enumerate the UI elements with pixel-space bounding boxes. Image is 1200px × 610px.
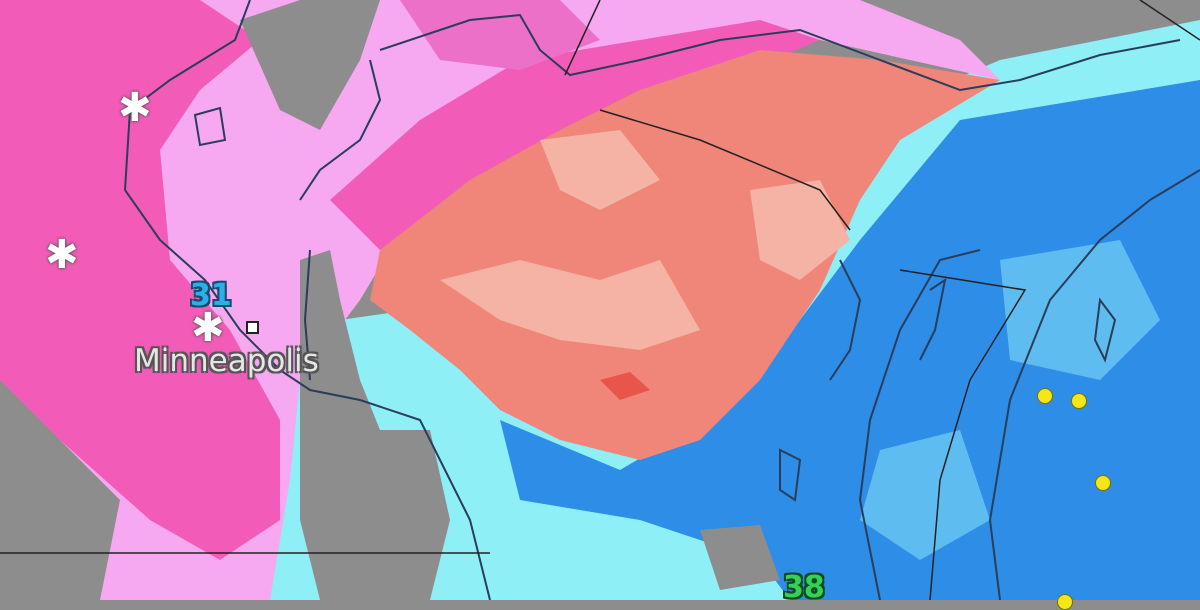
heavy-snow-area xyxy=(400,0,600,70)
temperature-label: 38 xyxy=(783,570,825,605)
lightning-dot-icon xyxy=(1037,388,1053,404)
light-mixed-area xyxy=(540,130,660,210)
light-mixed-area xyxy=(750,180,850,280)
lightning-dot-icon xyxy=(1057,594,1073,610)
snowflake-icon: ✱ xyxy=(118,85,152,131)
temperature-label: 31 xyxy=(190,278,232,313)
no-precip-area xyxy=(700,525,780,590)
rain-area xyxy=(500,80,1200,600)
heavy-snow-area xyxy=(0,0,280,560)
snowflake-icon: ✱ xyxy=(191,305,225,351)
no-precip-area xyxy=(0,380,120,600)
city-marker-icon[interactable] xyxy=(246,321,259,334)
no-precip-area xyxy=(240,0,380,130)
lightning-dot-icon xyxy=(1095,475,1111,491)
light-mixed-area xyxy=(440,260,700,350)
state-borders xyxy=(123,0,1200,600)
light-rain-patch xyxy=(860,430,990,560)
no-precip-area xyxy=(300,250,450,600)
moderate-mixed-spot xyxy=(600,372,650,400)
city-label-minneapolis[interactable]: Minneapolis xyxy=(134,343,319,379)
lightning-dot-icon xyxy=(1071,393,1087,409)
mixed-precip-area xyxy=(370,50,1000,460)
snowflake-icon: ✱ xyxy=(45,232,79,278)
light-rain-patch xyxy=(1000,240,1160,380)
